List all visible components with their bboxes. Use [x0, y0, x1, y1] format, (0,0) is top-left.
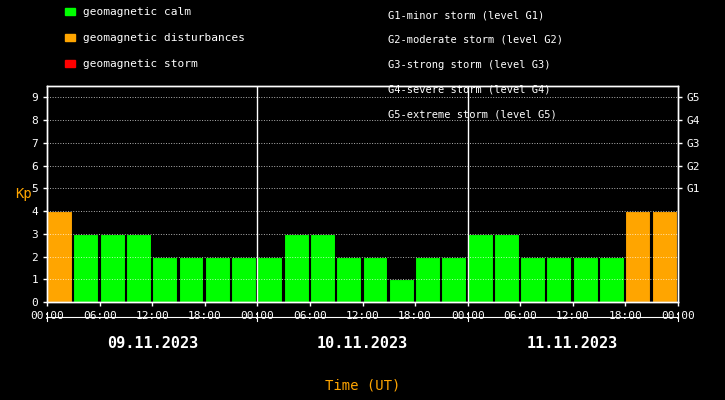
Bar [257, 256, 282, 302]
Bar [494, 234, 519, 302]
Text: geomagnetic calm: geomagnetic calm [83, 7, 191, 17]
Text: geomagnetic disturbances: geomagnetic disturbances [83, 32, 245, 42]
Text: G5-extreme storm (level G5): G5-extreme storm (level G5) [388, 109, 557, 119]
Bar [678, 188, 703, 302]
Text: G2-moderate storm (level G2): G2-moderate storm (level G2) [388, 35, 563, 45]
Bar [231, 256, 256, 302]
Text: 09.11.2023: 09.11.2023 [107, 336, 198, 351]
Bar [547, 256, 571, 302]
Bar [625, 211, 650, 302]
Bar [599, 256, 624, 302]
Bar [415, 256, 440, 302]
Text: G1-minor storm (level G1): G1-minor storm (level G1) [388, 10, 544, 20]
Bar [389, 279, 414, 302]
Text: G3-strong storm (level G3): G3-strong storm (level G3) [388, 60, 550, 70]
Text: 10.11.2023: 10.11.2023 [317, 336, 408, 351]
Bar [178, 256, 204, 302]
Bar [336, 256, 361, 302]
Bar [47, 211, 72, 302]
Text: Time (UT): Time (UT) [325, 379, 400, 393]
Text: geomagnetic storm: geomagnetic storm [83, 59, 198, 69]
Bar [204, 256, 230, 302]
Bar [283, 234, 309, 302]
Bar [468, 234, 492, 302]
Bar [442, 256, 466, 302]
Bar [99, 234, 125, 302]
Bar [362, 256, 387, 302]
Bar [126, 234, 151, 302]
Bar [152, 256, 177, 302]
Bar [520, 256, 545, 302]
Bar [652, 211, 676, 302]
Text: 11.11.2023: 11.11.2023 [527, 336, 618, 351]
Text: G4-severe storm (level G4): G4-severe storm (level G4) [388, 84, 550, 94]
Y-axis label: Kp: Kp [14, 187, 31, 201]
Bar [310, 234, 335, 302]
Bar [73, 234, 99, 302]
Bar [573, 256, 597, 302]
